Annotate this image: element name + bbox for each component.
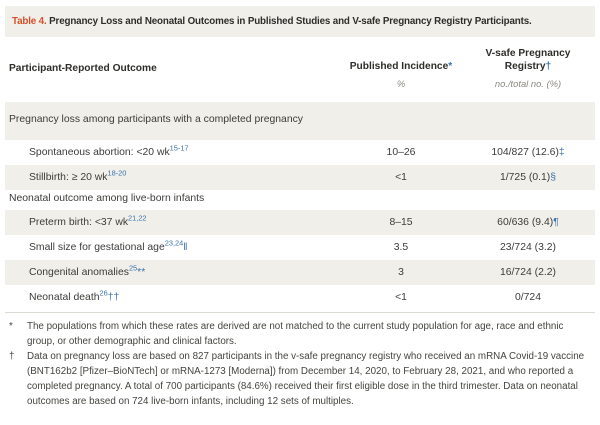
row-label: Neonatal death26†† — [29, 288, 120, 303]
table-row: Spontaneous abortion: <20 wk15-17 10–26 … — [5, 140, 595, 165]
footnote: † Data on pregnancy loss are based on 82… — [8, 349, 593, 409]
footnote-text: Data on pregnancy loss are based on 827 … — [27, 350, 585, 407]
vsafe-value: 1/725 (0.1)§ — [499, 171, 557, 183]
published-value: <1 — [395, 291, 407, 303]
footnote-symbol: ‡ — [558, 146, 565, 158]
published-value: 3.5 — [393, 241, 409, 253]
published-value: <1 — [395, 171, 407, 183]
row-label: Neonatal outcome among live-born infants — [9, 193, 205, 205]
table-footnotes: * The populations from which these rates… — [5, 311, 595, 409]
table-row: Neonatal death26†† <1 0/724 — [5, 285, 595, 310]
vsafe-value: 0/724 — [514, 291, 541, 303]
reference-superscript: 21,22 — [128, 213, 147, 223]
table-number-label: Table 4. — [12, 16, 47, 27]
reference-superscript: 15-17 — [169, 143, 189, 153]
reference-superscript: 23,24 — [164, 238, 184, 248]
footnote-symbol: § — [550, 171, 557, 183]
table-body: Pregnancy loss among participants with a… — [5, 101, 595, 310]
column-header-published-incidence: Published Incidence* — [349, 61, 453, 73]
footnote-marker: † — [9, 350, 15, 362]
footnote: * The populations from which these rates… — [8, 319, 593, 349]
vsafe-value: 104/827 (12.6)‡ — [491, 146, 565, 158]
published-value: 8–15 — [389, 216, 413, 228]
reference-superscript: 26 — [99, 288, 108, 298]
footnote-symbol: ¶ — [553, 216, 559, 228]
table-title-text: Pregnancy Loss and Neonatal Outcomes in … — [49, 16, 532, 27]
table-section-row: Neonatal outcome among live-born infants — [5, 190, 595, 210]
table-row: Congenital anomalies25** 3 16/724 (2.2) — [5, 259, 595, 285]
reference-superscript: 18-20 — [107, 168, 127, 178]
footnote-text: The populations from which these rates a… — [27, 320, 564, 347]
vsafe-value: 23/724 (3.2) — [499, 241, 557, 253]
row-label: Spontaneous abortion: <20 wk15-17 — [29, 143, 189, 158]
unit-vsafe: no./total no. (%) — [494, 77, 562, 89]
table-row: Preterm birth: <37 wk21,22 8–15 60/636 (… — [5, 209, 595, 235]
table-row: Small size for gestational age23,24‖ 3.5… — [5, 235, 595, 260]
table-section-row: Pregnancy loss among participants with a… — [5, 101, 595, 140]
column-header-vsafe-registry: V-safe Pregnancy Registry† — [485, 48, 571, 73]
footnote-marker-asterisk: * — [448, 61, 453, 73]
row-label: Pregnancy loss among participants with a… — [9, 114, 303, 126]
table-units-row: % no./total no. (%) — [5, 74, 595, 102]
reference-superscript: 25 — [128, 263, 138, 273]
table-figure: Table 4. Pregnancy Loss and Neonatal Out… — [5, 6, 595, 409]
row-label: Small size for gestational age23,24‖ — [29, 238, 188, 253]
footnote-marker-dagger: † — [545, 61, 552, 73]
footnote-marker: * — [9, 320, 13, 332]
row-label: Congenital anomalies25** — [29, 263, 146, 278]
published-value: 10–26 — [386, 146, 416, 158]
table-title: Table 4. Pregnancy Loss and Neonatal Out… — [5, 6, 595, 37]
row-label: Stillbirth: ≥ 20 wk18-20 — [29, 168, 127, 183]
vsafe-value: 16/724 (2.2) — [499, 266, 557, 278]
vsafe-value: 60/636 (9.4)¶ — [497, 216, 559, 228]
table-header-row: Participant-Reported Outcome Published I… — [5, 37, 595, 74]
row-label: Preterm birth: <37 wk21,22 — [29, 213, 147, 228]
published-value: 3 — [398, 266, 404, 278]
table-row: Stillbirth: ≥ 20 wk18-20 <1 1/725 (0.1)§ — [5, 164, 595, 190]
column-header-outcome: Participant-Reported Outcome — [9, 62, 157, 74]
unit-published: % — [396, 77, 406, 89]
